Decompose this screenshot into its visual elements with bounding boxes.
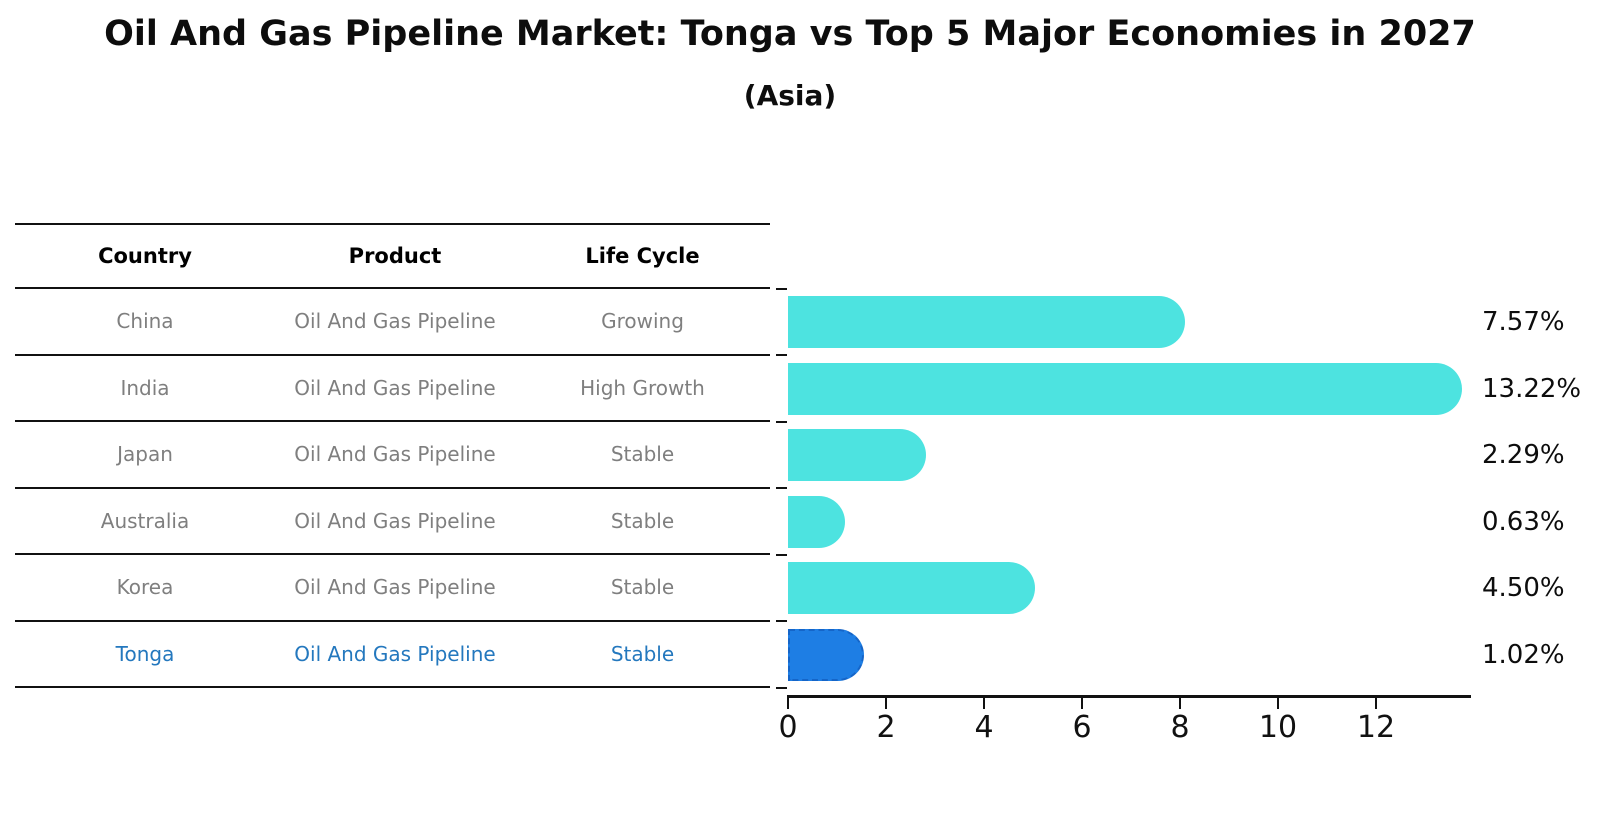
cell-life-cycle: Stable <box>610 508 675 533</box>
bar-korea <box>788 562 1035 614</box>
cell-country: India <box>120 375 170 400</box>
y-axis-tick <box>776 288 787 290</box>
y-axis-tick <box>776 687 787 689</box>
bar-value-label: 0.63% <box>1482 507 1565 537</box>
y-axis-tick <box>776 487 787 489</box>
x-tick-label: 10 <box>1258 710 1298 745</box>
bar-value-label: 7.57% <box>1482 307 1565 337</box>
cell-country: Japan <box>117 442 173 467</box>
y-axis-tick <box>776 620 787 622</box>
cell-life-cycle: Stable <box>610 641 675 666</box>
table-row-tonga: Tonga Oil And Gas Pipeline Stable <box>15 622 770 688</box>
bar-japan <box>788 429 926 481</box>
x-axis-tick <box>1375 698 1377 709</box>
cell-life-cycle: High Growth <box>580 375 705 400</box>
y-axis-tick <box>776 354 787 356</box>
table-row: Japan Oil And Gas Pipeline Stable <box>15 422 770 489</box>
cell-product: Oil And Gas Pipeline <box>294 375 496 400</box>
cell-product: Oil And Gas Pipeline <box>294 641 496 666</box>
col-header-product: Product <box>348 244 442 268</box>
cell-life-cycle: Growing <box>601 309 684 334</box>
x-tick-label: 6 <box>1072 710 1092 745</box>
table-header-row: Country Product Life Cycle <box>15 223 770 289</box>
x-axis-tick <box>983 698 985 709</box>
table-row: India Oil And Gas Pipeline High Growth <box>15 356 770 422</box>
chart-title: Oil And Gas Pipeline Market: Tonga vs To… <box>104 14 1476 54</box>
bar-india <box>788 363 1462 415</box>
cell-product: Oil And Gas Pipeline <box>294 575 496 600</box>
x-axis-tick <box>885 698 887 709</box>
cell-product: Oil And Gas Pipeline <box>294 309 496 334</box>
x-tick-label: 12 <box>1356 710 1396 745</box>
x-tick-label: 0 <box>778 710 798 745</box>
table-row: Korea Oil And Gas Pipeline Stable <box>15 555 770 622</box>
cell-life-cycle: Stable <box>610 575 675 600</box>
x-axis-tick <box>787 698 789 709</box>
y-axis-tick <box>776 421 787 423</box>
bar-value-label: 2.29% <box>1482 440 1565 470</box>
col-header-life-cycle: Life Cycle <box>585 244 700 268</box>
y-axis-tick <box>776 554 787 556</box>
cell-country: China <box>116 309 174 334</box>
x-tick-label: 2 <box>876 710 896 745</box>
bar-australia <box>788 496 845 548</box>
table-row: China Oil And Gas Pipeline Growing <box>15 289 770 356</box>
bar-value-label: 1.02% <box>1482 640 1565 670</box>
x-axis-tick <box>1081 698 1083 709</box>
table-row: Australia Oil And Gas Pipeline Stable <box>15 489 770 555</box>
bar-tonga <box>788 629 864 681</box>
x-axis-tick <box>1277 698 1279 709</box>
bar-value-label: 13.22% <box>1482 374 1582 404</box>
country-info-table: Country Product Life Cycle China Oil And… <box>15 223 770 688</box>
cell-life-cycle: Stable <box>610 442 675 467</box>
x-axis-tick <box>1179 698 1181 709</box>
cell-product: Oil And Gas Pipeline <box>294 508 496 533</box>
bar-value-label: 4.50% <box>1482 573 1565 603</box>
x-axis-line <box>787 695 1471 698</box>
bar-china <box>788 296 1185 348</box>
col-header-country: Country <box>98 244 192 268</box>
cell-country: Korea <box>116 575 174 600</box>
cell-country: Australia <box>100 508 190 533</box>
x-tick-label: 4 <box>974 710 994 745</box>
cell-product: Oil And Gas Pipeline <box>294 442 496 467</box>
x-tick-label: 8 <box>1170 710 1190 745</box>
chart-subtitle: (Asia) <box>743 79 837 112</box>
cell-country: Tonga <box>115 641 175 666</box>
